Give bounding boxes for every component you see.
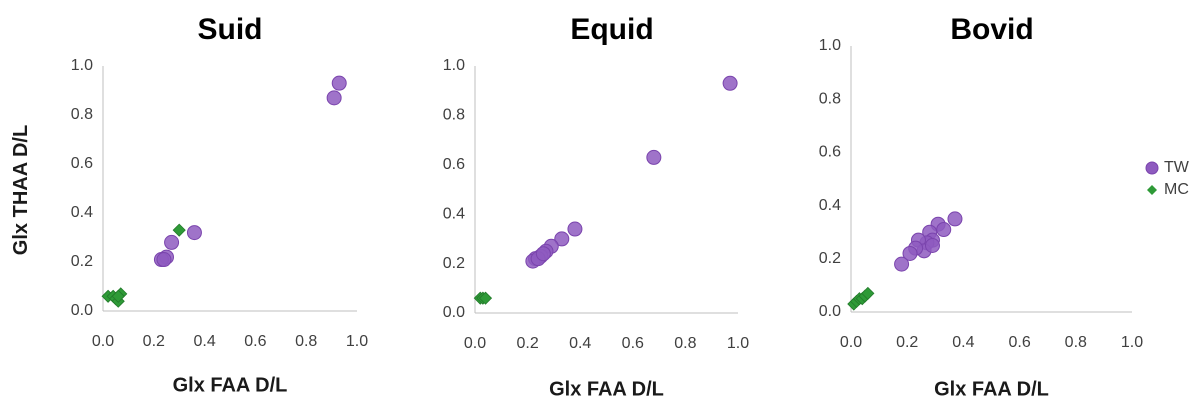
legend: TW MC [1145,159,1190,198]
x-tick-label: 0.2 [516,335,538,352]
y-tick-label: 0.0 [819,303,841,320]
x-tick-label: 0.8 [295,333,317,350]
y-tick-label: 0.2 [819,250,841,267]
x-tick-label: 1.0 [1121,334,1143,351]
panel-suid: Suid 0.0 0.2 0.4 0.6 0.8 1.0 0.0 0.2 0.4 0.6 0.8 1.0… [71,13,368,396]
y-tick-label: 0.0 [71,302,93,319]
x-axis-title: Glx FAA D/L [549,378,664,400]
x-tick-label: 0.0 [464,335,486,352]
chart-title: Bovid [950,13,1033,46]
legend-label: MC [1164,181,1189,198]
y-tick-label: 0.8 [443,107,465,124]
y-tick-label: 1.0 [71,57,93,74]
x-tick-label: 0.6 [244,333,266,350]
x-tick-label: 0.4 [952,334,974,351]
tw-point [894,256,910,272]
x-tick-label: 1.0 [727,335,749,352]
y-tick-label: 0.4 [819,197,841,214]
tw-point [646,149,662,165]
chart-title: Suid [198,13,263,46]
x-tick-label: 0.0 [92,333,114,350]
y-tick-label: 0.8 [819,90,841,107]
mc-point [172,223,186,237]
tw-point [164,234,180,250]
tw-point [567,221,583,237]
y-tick-label: 0.4 [443,205,465,222]
x-tick-label: 0.2 [896,334,918,351]
mc-point [111,289,125,303]
x-tick-label: 0.6 [622,335,644,352]
y-tick-label: 0.4 [71,204,93,221]
mc-point [861,286,875,300]
tw-point [331,75,347,91]
y-tick-label: 0.6 [71,155,93,172]
tw-point [924,238,940,253]
tw-point [902,245,918,261]
tw-point [936,222,952,238]
y-tick-label: 1.0 [443,57,465,74]
mc-point [478,291,493,305]
x-tick-label: 0.0 [840,334,862,351]
tw-point [554,231,570,247]
y-tick-label: 1.0 [819,37,841,54]
x-tick-label: 1.0 [346,333,368,350]
panel-equid: Equid 0.0 0.2 0.4 0.6 0.8 1.0 0.0 0.2 0.4 0.6 0.8 1.… [443,13,749,400]
legend-tw-marker [1145,161,1159,175]
y-tick-label: 0.2 [443,255,465,272]
tw-point [947,211,963,227]
x-axis-title: Glx FAA D/L [934,378,1049,400]
tw-point [535,246,551,262]
chart-title: Equid [570,13,653,46]
tw-point [186,225,202,241]
x-tick-label: 0.8 [1065,334,1087,351]
legend-label: TW [1164,159,1190,176]
y-axis-title: Glx THAA D/L [10,125,32,255]
tw-point [722,75,738,91]
x-axis-title: Glx FAA D/L [173,374,288,396]
tw-point [156,252,172,268]
x-tick-label: 0.4 [193,333,215,350]
y-tick-label: 0.6 [443,156,465,173]
x-tick-label: 0.2 [143,333,165,350]
legend-mc-marker [1147,185,1157,195]
x-tick-label: 0.4 [569,335,591,352]
y-tick-label: 0.2 [71,253,93,270]
y-tick-label: 0.6 [819,144,841,161]
y-tick-label: 0.8 [71,106,93,123]
y-tick-label: 0.0 [443,304,465,321]
x-tick-label: 0.6 [1008,334,1030,351]
panel-bovid: Bovid 0.0 0.2 0.4 0.6 0.8 1.0 0.0 0.2 0.4 0.6 0.8 1.… [819,13,1143,400]
x-tick-label: 0.8 [674,335,696,352]
tw-point [326,90,342,106]
